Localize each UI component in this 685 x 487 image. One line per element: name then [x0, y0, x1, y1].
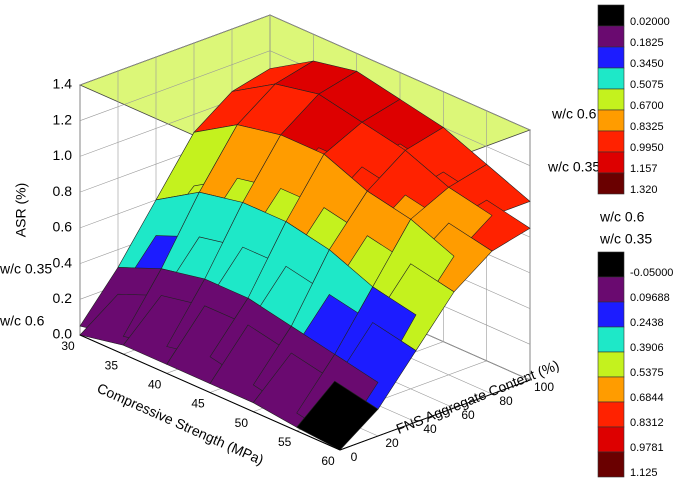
z-tick-label: 0.8	[53, 183, 73, 199]
y-tick-label: 0	[351, 450, 358, 464]
z-tick-label: 0.0	[53, 326, 73, 342]
colorbar-swatch	[597, 109, 625, 132]
x-tick-label: 55	[278, 435, 292, 449]
colorbar-swatch	[597, 376, 625, 403]
annotation: w/c 0.6	[551, 106, 597, 122]
axis-line	[79, 334, 341, 451]
y-axis-label: FNS Aggregate Content (%)	[394, 357, 562, 437]
colorbar-label: 0.3450	[630, 58, 664, 70]
colorbar-label: 0.02000	[630, 16, 670, 28]
annotation: w/c 0.35	[547, 159, 600, 175]
colorbar-swatch	[597, 401, 625, 428]
x-tick-label: 45	[191, 397, 205, 411]
colorbar-label: 0.5075	[630, 79, 664, 91]
y-tick-label: 20	[385, 436, 399, 450]
colorbar-label: 0.6700	[630, 100, 664, 112]
colorbar-swatch	[597, 251, 625, 278]
z-tick-label: 1.2	[53, 111, 73, 127]
z-tick-label: 0.4	[53, 254, 73, 270]
z-tick-label: 0.6	[53, 219, 73, 235]
z-axis-label: ASR (%)	[13, 183, 29, 237]
colorbar-swatch	[597, 426, 625, 453]
axis-line	[339, 379, 531, 451]
y-tick-label: 60	[461, 408, 475, 422]
colorbar-swatch	[597, 4, 625, 27]
x-tick-label: 30	[61, 339, 75, 353]
y-tick-label: 80	[499, 394, 513, 408]
colorbar-swatch	[597, 25, 625, 48]
z-tick-label: 1.0	[53, 147, 73, 163]
colorbar-swatch	[597, 88, 625, 111]
colorbar-swatch	[597, 276, 625, 303]
colorbar-swatch	[597, 67, 625, 90]
surface-patch	[296, 380, 379, 451]
colorbar-label: 0.1825	[630, 37, 664, 49]
colorbar-label: 1.125	[630, 467, 658, 479]
colorbar-title: w/c 0.6	[599, 209, 645, 225]
annotation: w/c 0.6	[0, 313, 45, 329]
z-tick-label: 1.4	[53, 76, 73, 92]
colorbar-label: 0.8312	[630, 417, 664, 429]
colorbar-label: 0.2438	[630, 317, 664, 329]
colorbar-label: 0.5375	[630, 367, 664, 379]
colorbar-title: w/c 0.35	[599, 231, 652, 247]
colorbar-swatch	[597, 130, 625, 153]
x-tick-label: 60	[321, 454, 335, 468]
y-tick-label: 100	[534, 380, 554, 394]
y-tick-label: 40	[423, 422, 437, 436]
colorbar-label: 1.320	[630, 184, 658, 196]
colorbar-swatch	[597, 326, 625, 353]
colorbar-label: 0.9950	[630, 142, 664, 154]
colorbar-label: -0.05000	[630, 267, 673, 279]
annotation: w/c 0.35	[0, 261, 52, 277]
colorbar-swatch	[597, 172, 625, 195]
colorbar-label: 0.6844	[630, 392, 664, 404]
colorbar-label: 0.3906	[630, 342, 664, 354]
z-tick-label: 0.2	[53, 290, 73, 306]
x-tick-label: 40	[148, 378, 162, 392]
colorbar-swatch	[597, 301, 625, 328]
colorbar-swatch	[597, 46, 625, 69]
colorbar-label: 1.157	[630, 163, 658, 175]
colorbar-label: 0.09688	[630, 292, 670, 304]
colorbar-label: 0.8325	[630, 121, 664, 133]
colorbar-swatch	[597, 451, 625, 478]
colorbar-swatch	[597, 151, 625, 174]
x-tick-label: 35	[105, 358, 119, 372]
colorbar-swatch	[597, 351, 625, 378]
x-tick-label: 50	[235, 416, 249, 430]
colorbar-label: 0.9781	[630, 442, 664, 454]
